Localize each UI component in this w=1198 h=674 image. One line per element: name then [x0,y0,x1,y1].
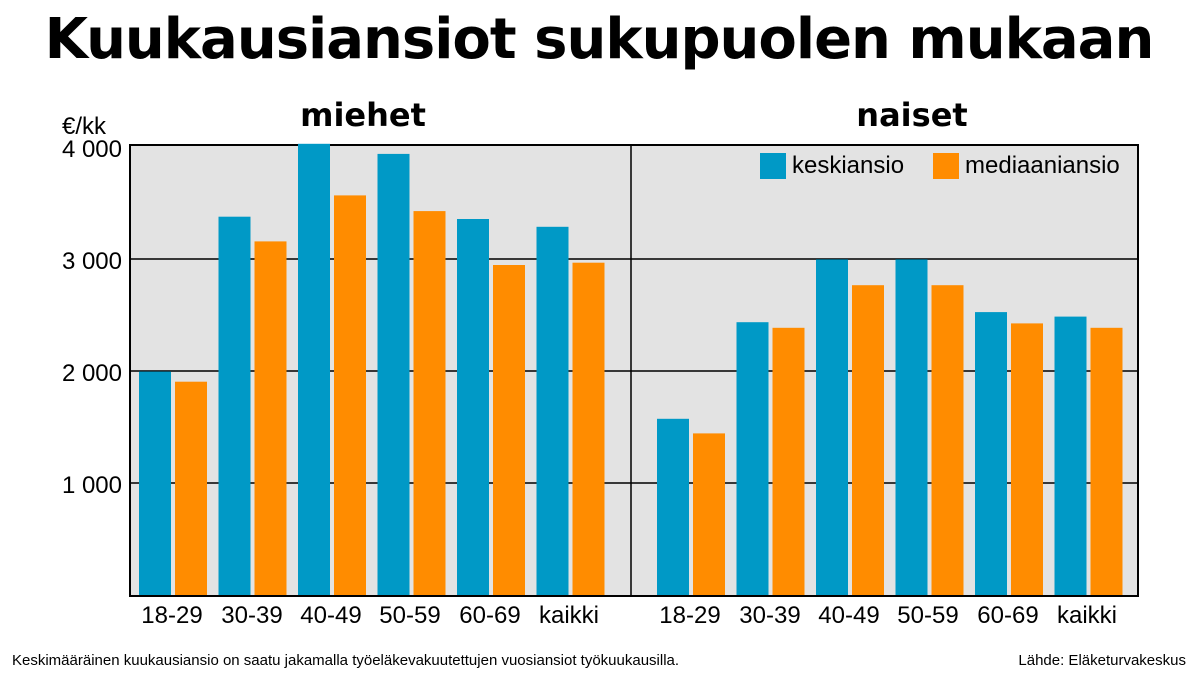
source-note: Lähde: Eläketurvakeskus [1018,652,1186,669]
bar-miehet-mediaaniansio-18-29 [175,381,207,595]
x-tick-label: 18-29 [659,602,721,629]
bar-naiset-mediaaniansio-60-69 [1011,323,1043,595]
y-tick-label: 3 000 [61,248,122,275]
bar-miehet-keskiansio-18-29 [139,371,171,595]
legend-swatch-keskiansio [760,153,786,179]
bar-naiset-keskiansio-18-29 [657,418,689,595]
x-tick-label: 18-29 [141,602,203,629]
panel-title-naiset: naiset [856,96,968,134]
bar-miehet-keskiansio-60-69 [457,219,489,595]
legend-label-keskiansio: keskiansio [792,152,905,179]
bar-miehet-mediaaniansio-kaikki [572,262,605,595]
legend-label-mediaaniansio: mediaaniansio [965,152,1120,179]
y-tick-label: 4 000 [61,136,122,163]
bar-naiset-keskiansio-50-59 [895,259,928,595]
bar-naiset-mediaaniansio-40-49 [852,285,884,595]
x-tick-label: 30-39 [739,602,801,629]
bar-naiset-keskiansio-kaikki [1054,316,1087,595]
legend-swatch-mediaaniansio [933,153,959,179]
x-tick-label: 30-39 [221,602,283,629]
panel-title-miehet: miehet [300,96,426,134]
footnote: Keskimääräinen kuukausiansio on saatu ja… [12,652,680,669]
x-tick-label: 50-59 [379,602,441,629]
bar-naiset-keskiansio-40-49 [816,259,848,595]
bar-miehet-mediaaniansio-40-49 [334,195,366,595]
y-tick-label: 1 000 [61,472,122,499]
bar-miehet-keskiansio-50-59 [377,153,410,595]
bar-miehet-keskiansio-30-39 [218,216,251,595]
y-axis-unit: €/kk [62,113,107,140]
chart-title: Kuukausiansiot sukupuolen mukaan [44,7,1155,72]
bars-group [139,143,1123,596]
bar-miehet-mediaaniansio-30-39 [254,241,287,595]
bar-naiset-keskiansio-30-39 [736,322,769,595]
x-tick-label: 50-59 [897,602,959,629]
x-tick-label: 60-69 [977,602,1039,629]
x-tick-label: kaikki [1056,602,1117,629]
bar-miehet-keskiansio-40-49 [298,143,330,596]
x-tick-label: 60-69 [459,602,521,629]
x-tick-label: 40-49 [818,602,880,629]
legend-item-keskiansio: keskiansio [760,152,904,180]
bar-naiset-mediaaniansio-18-29 [693,433,725,595]
bar-naiset-keskiansio-60-69 [975,312,1007,595]
y-tick-label: 2 000 [61,360,122,387]
bar-naiset-mediaaniansio-50-59 [931,285,964,595]
bar-naiset-mediaaniansio-kaikki [1090,327,1123,595]
bar-naiset-mediaaniansio-30-39 [772,327,805,595]
bar-miehet-keskiansio-kaikki [536,226,569,596]
x-tick-label: 40-49 [300,602,362,629]
bar-miehet-mediaaniansio-60-69 [493,265,525,595]
bar-miehet-mediaaniansio-50-59 [413,211,446,595]
x-tick-label: kaikki [538,602,599,629]
legend-item-mediaaniansio: mediaaniansio [933,152,1120,180]
